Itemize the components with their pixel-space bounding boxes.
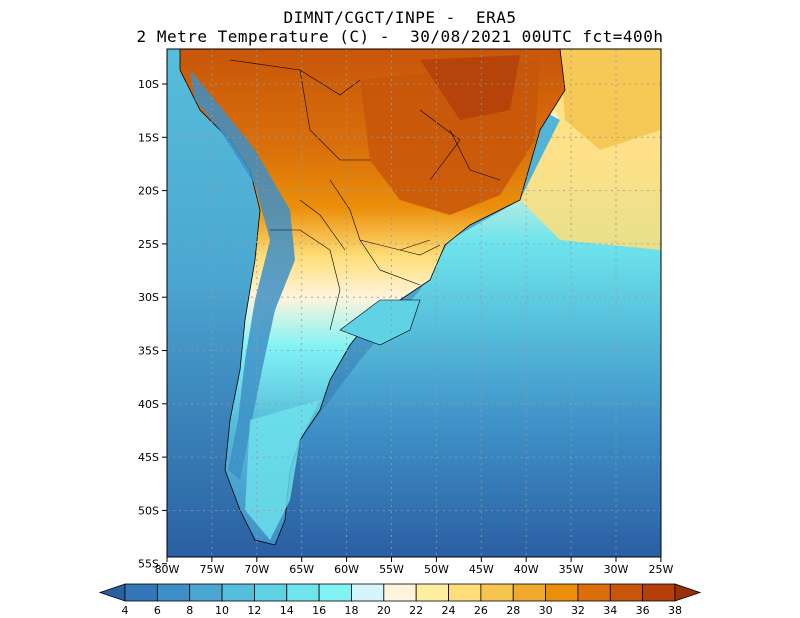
- lon-tick-label: 45W: [469, 563, 494, 576]
- colorbar-segment: [642, 583, 676, 602]
- lat-tick-label: 25S: [138, 238, 159, 251]
- colorbar-segment: [609, 583, 644, 602]
- colorbar-label: 18: [344, 604, 358, 617]
- colorbar-label: 20: [377, 604, 391, 617]
- colorbar-segment: [415, 583, 449, 602]
- lat-tick-label: 15S: [138, 131, 159, 144]
- lon-tick-label: 60W: [334, 563, 359, 576]
- title-line-2: 2 Metre Temperature (C) - 30/08/2021 00U…: [136, 27, 664, 46]
- country-borders: [229, 59, 501, 331]
- colorbar-label: 16: [312, 604, 326, 617]
- lon-tick-label: 70W: [244, 563, 269, 576]
- patagonia-cool: [245, 400, 320, 540]
- colorbar-label: 26: [474, 604, 488, 617]
- lon-tick-label: 30W: [604, 563, 629, 576]
- colorbar-label: 12: [247, 604, 261, 617]
- colorbar-label: 22: [409, 604, 423, 617]
- colorbar-label: 34: [603, 604, 617, 617]
- rio-de-la-plata-region: [339, 299, 421, 346]
- lat-tick-label: 50S: [138, 504, 159, 517]
- colorbar-right-arrow: [674, 583, 702, 602]
- colorbar-label: 6: [154, 604, 161, 617]
- colorbar-label: 38: [668, 604, 682, 617]
- lon-tick-label: 55W: [379, 563, 404, 576]
- lat-tick-label: 35S: [138, 345, 159, 358]
- colorbar-segment: [577, 583, 611, 602]
- colorbar-segment: [383, 583, 417, 602]
- gridlines: [167, 49, 661, 557]
- colorbar-segment: [156, 583, 191, 602]
- colorbar-segment: [124, 583, 158, 602]
- lon-tick-label: 75W: [199, 563, 224, 576]
- colorbar-label: 28: [506, 604, 520, 617]
- colorbar-segment: [286, 583, 320, 602]
- map-field: [167, 49, 661, 557]
- colorbar-segment: [221, 583, 255, 602]
- lon-tick-label: 40W: [514, 563, 539, 576]
- colorbar-label: 4: [122, 604, 129, 617]
- colorbar: 4 6 8 10 12 14 16 18 20 22 24 26 28 30 32 34 36 38: [98, 583, 702, 617]
- atlantic-hot-band: [560, 49, 661, 150]
- colorbar-label: 8: [186, 604, 193, 617]
- lat-tick-label: 45S: [138, 451, 159, 464]
- lon-tick-label: 35W: [559, 563, 584, 576]
- lat-tick-label: 40S: [138, 398, 159, 411]
- colorbar-segment: [318, 583, 352, 602]
- hottest-core: [420, 55, 520, 120]
- colorbar-segment: [254, 583, 288, 602]
- colorbar-label: 36: [636, 604, 650, 617]
- lat-tick-label: 20S: [138, 185, 159, 198]
- colorbar-label: 32: [571, 604, 585, 617]
- colorbar-segment: [512, 583, 546, 602]
- colorbar-label: 10: [215, 604, 229, 617]
- lon-tick-label: 80W: [155, 563, 180, 576]
- colorbar-segment: [351, 583, 385, 602]
- colorbar-left-arrow: [98, 583, 126, 602]
- title-line-1: DIMNT/CGCT/INPE - ERA5: [283, 8, 517, 27]
- colorbar-label: 14: [280, 604, 294, 617]
- lon-tick-label: 65W: [289, 563, 314, 576]
- colorbar-segment: [448, 583, 482, 602]
- lat-tick-label: 10S: [138, 78, 159, 91]
- lon-tick-label: 50W: [424, 563, 449, 576]
- map-frame: [166, 48, 662, 558]
- colorbar-label: 30: [539, 604, 553, 617]
- lat-tick-label: 30S: [138, 291, 159, 304]
- lon-tick-label: 25W: [648, 563, 673, 576]
- colorbar-segment: [545, 583, 579, 602]
- colorbar-label: 24: [442, 604, 456, 617]
- andes-cold-ridge: [190, 70, 295, 480]
- colorbar-segment: [480, 583, 514, 602]
- lat-tick-label: 55S: [138, 558, 159, 571]
- colorbar-segment: [189, 583, 223, 602]
